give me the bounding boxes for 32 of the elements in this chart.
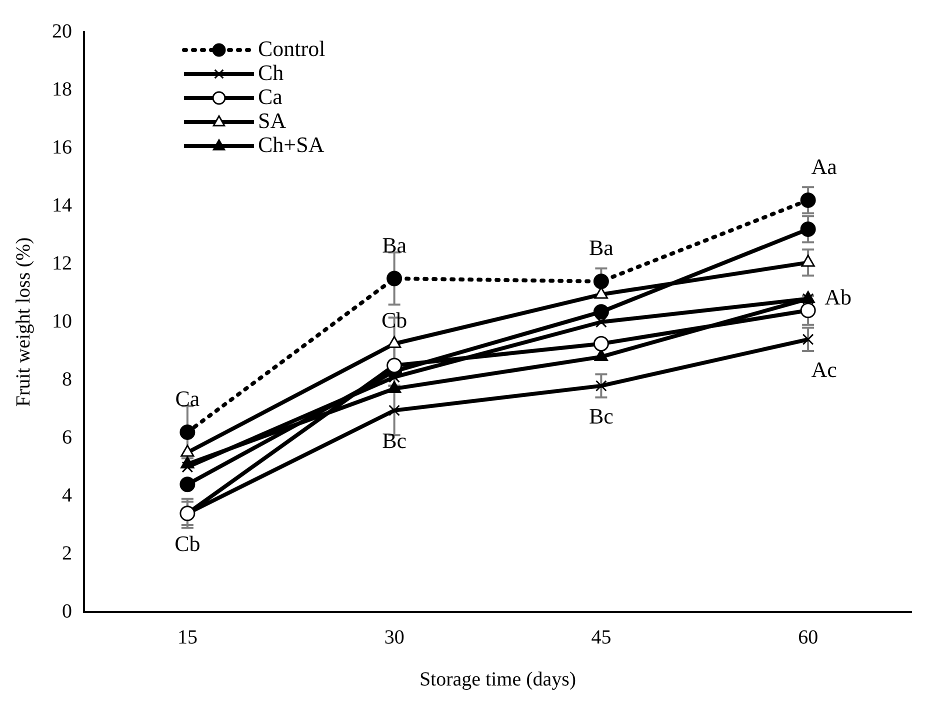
y-tick-label: 20: [52, 20, 72, 42]
y-tick-label: 18: [52, 78, 72, 100]
annotation: Ab: [824, 284, 852, 310]
annotation: Ca: [175, 386, 200, 411]
annotation: Bc: [382, 428, 407, 454]
legend-label: Ch+SA: [258, 132, 324, 157]
x-tick-label: 30: [384, 626, 404, 648]
y-tick-label: 14: [52, 194, 72, 216]
annotation: Ba: [588, 235, 614, 260]
x-tick-label: 45: [591, 626, 612, 648]
x-tick-label: 60: [798, 626, 818, 648]
annotation: Ba: [382, 232, 407, 258]
legend-label: Control: [258, 36, 326, 61]
x-axis-title: Storage time (days): [419, 668, 576, 690]
y-tick-label: 12: [52, 252, 72, 274]
y-tick-label: 8: [62, 368, 72, 390]
annotation: Bc: [588, 404, 614, 429]
y-tick-label: 16: [52, 136, 72, 158]
annotation: Ac: [811, 357, 838, 382]
annotation: Cb: [381, 308, 408, 333]
y-tick-label: 6: [62, 426, 72, 448]
y-tick-label: 10: [52, 310, 72, 332]
y-axis-title: Fruit weight loss (%): [12, 237, 34, 407]
legend-label: Ch: [258, 60, 284, 85]
y-tick-label: 2: [62, 542, 72, 564]
y-tick-label: 4: [62, 484, 72, 506]
annotation: Cb: [174, 531, 200, 556]
annotation: Aa: [811, 154, 838, 179]
y-tick-label: 0: [62, 600, 72, 622]
legend-label: SA: [258, 108, 286, 133]
x-tick-label: 15: [177, 626, 198, 648]
legend-label: Ca: [258, 84, 283, 109]
